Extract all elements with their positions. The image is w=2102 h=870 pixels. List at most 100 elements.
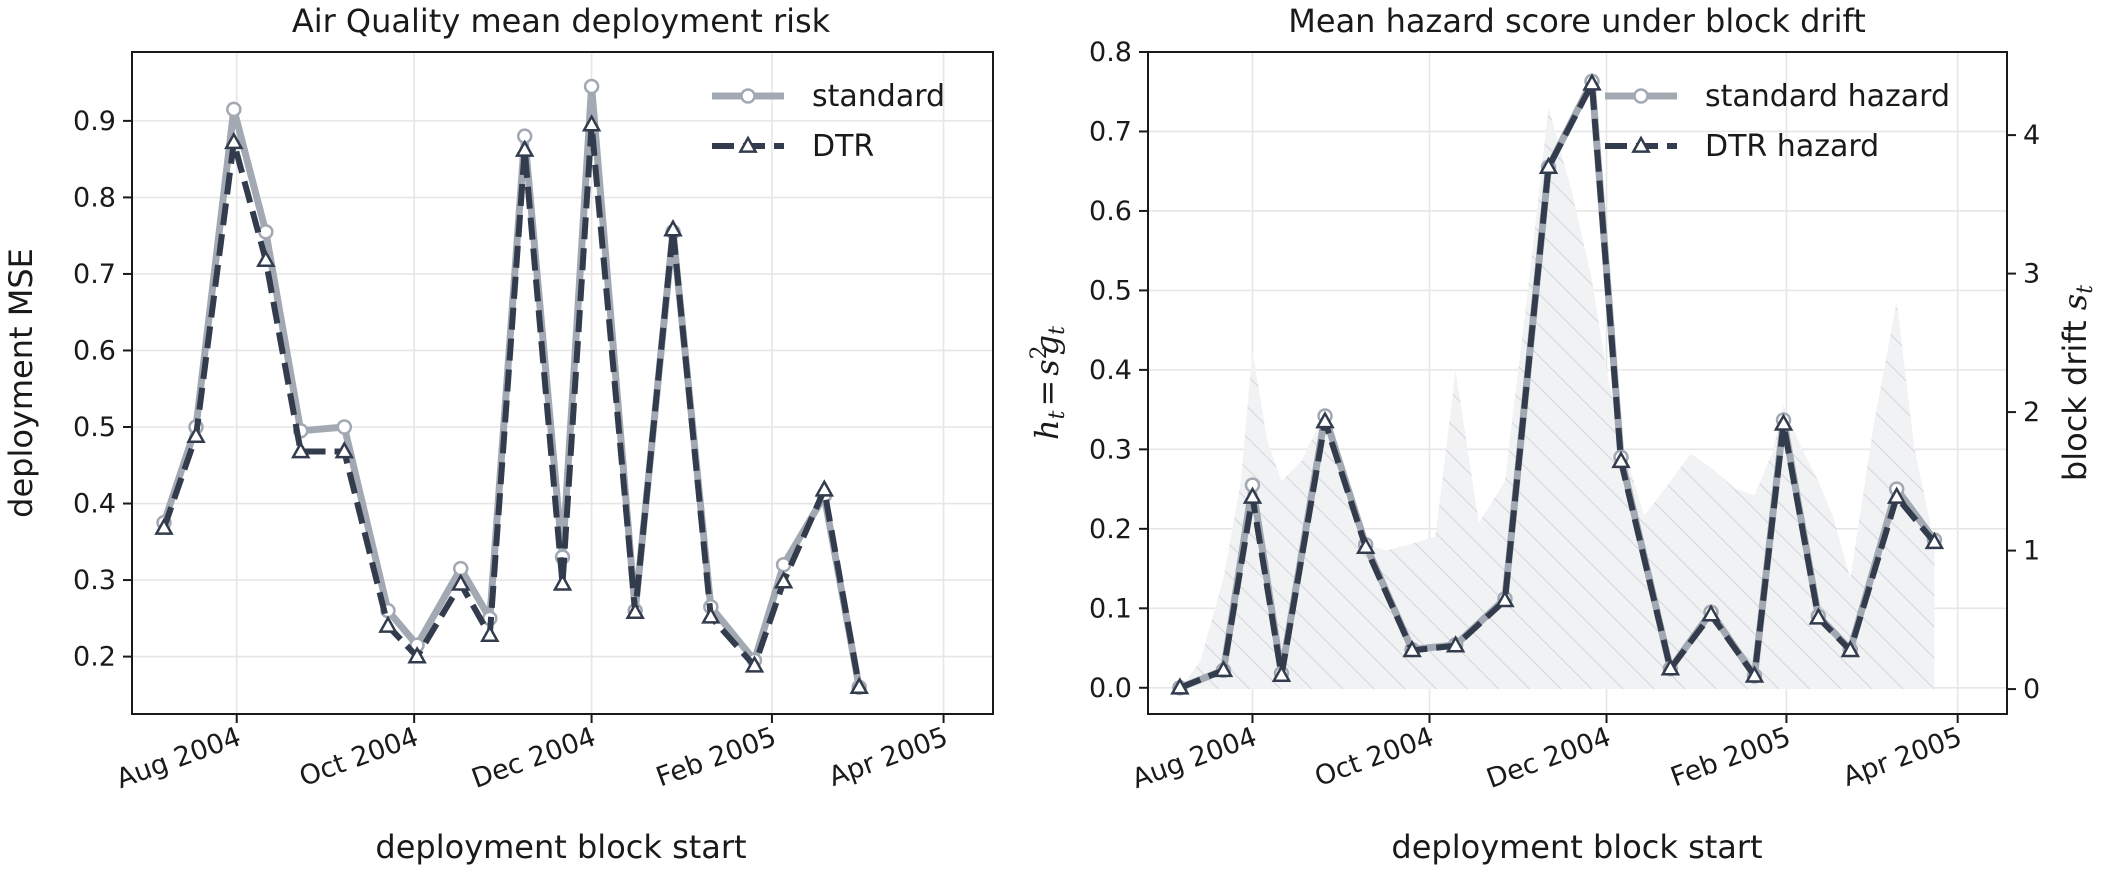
drift-area-fill — [1179, 107, 1935, 690]
data-point — [1840, 639, 1861, 658]
series-line-1 — [1178, 80, 1937, 691]
right-chart-y-axis-label: ht=s2gt — [1027, 326, 1070, 440]
left-chart-y-tick-label: 0.9 — [73, 106, 116, 137]
y-label-g-sub: t — [1045, 326, 1070, 335]
data-point — [1242, 486, 1263, 504]
data-point — [450, 573, 471, 591]
data-point — [186, 425, 206, 444]
right-chart-y-tick-label: 0.8 — [1089, 37, 1132, 68]
legend-label: standard — [812, 79, 945, 114]
data-point — [1495, 589, 1515, 608]
y-label-s-sup: 2 — [1027, 345, 1052, 359]
left-chart-x-tick-label: Feb 2005 — [652, 721, 780, 793]
series-line-1 — [161, 121, 863, 688]
y-label-s: s — [1028, 359, 1066, 375]
right-chart-y-tick-label: 0.0 — [1089, 673, 1132, 704]
right-chart-y2-tick-label: 4 — [2023, 120, 2040, 151]
data-point — [1611, 450, 1631, 469]
data-point — [1660, 658, 1681, 676]
left-chart-y-ticks: 0.2 0.3 0.4 0.5 0.6 0.7 0.8 0.9 — [73, 106, 132, 673]
data-point — [581, 114, 602, 132]
y-label-h-sub: t — [1045, 410, 1070, 419]
left-chart-plot-area — [154, 78, 869, 695]
right-chart-y-tick-label: 0.7 — [1089, 116, 1132, 147]
data-point — [775, 557, 792, 573]
left-chart-y-tick-label: 0.7 — [73, 259, 116, 290]
data-point — [1402, 639, 1422, 658]
right-chart-title: Mean hazard score under block drift — [1288, 2, 1865, 40]
left-chart-frame — [131, 51, 994, 715]
right-chart-y-tick-label: 0.5 — [1089, 275, 1132, 306]
y-label-eq: = — [1028, 380, 1066, 407]
data-point — [407, 646, 427, 664]
left-chart-x-tick-label: Dec 2004 — [468, 721, 600, 794]
left-chart-x-ticks: Aug 2004 Oct 2004 Dec 2004 Feb 2005 Apr 2005 — [112, 714, 952, 795]
data-point — [849, 676, 869, 695]
right-chart-legend: standard hazard DTR hazard — [1605, 79, 1950, 164]
right-chart-plot-area — [1170, 73, 1945, 696]
data-point — [701, 606, 721, 624]
left-chart-x-tick-label: Oct 2004 — [295, 721, 422, 793]
legend-label: DTR — [812, 129, 874, 164]
right-chart-x-tick-label: Aug 2004 — [1128, 721, 1261, 795]
data-point — [480, 624, 500, 643]
left-chart-y-tick-label: 0.3 — [73, 565, 116, 596]
data-point — [1744, 665, 1765, 683]
legend-swatch-marker — [1631, 135, 1651, 153]
left-chart-y-tick-label: 0.5 — [73, 412, 116, 443]
left-chart-x-axis-label: deployment block start — [375, 828, 746, 866]
data-point — [256, 249, 276, 268]
right-chart-y2-tick-label: 1 — [2023, 536, 2040, 567]
data-point — [1213, 659, 1234, 678]
data-point — [1582, 73, 1602, 91]
left-chart: Air Quality mean deployment risk 0.2 0.3 0… — [2, 2, 994, 866]
legend-swatch-marker — [738, 135, 758, 153]
right-chart-x-ticks: Aug 2004 Oct 2004 Dec 2004 Feb 2005 Apr 2005 — [1128, 714, 1966, 795]
right-chart-y2-tick-label: 2 — [2023, 397, 2040, 428]
right-chart-y-tick-label: 0.2 — [1089, 514, 1132, 545]
legend-swatch-marker — [1633, 88, 1649, 104]
left-chart-x-tick-label: Apr 2005 — [825, 721, 952, 793]
y-label-h: h — [1028, 419, 1066, 440]
data-point — [663, 219, 683, 237]
right-chart-x-axis-label: deployment block start — [1391, 828, 1762, 866]
data-point — [1924, 531, 1945, 550]
data-point — [1445, 635, 1466, 653]
right-chart-x-tick-label: Dec 2004 — [1483, 721, 1615, 794]
left-chart-y-tick-label: 0.2 — [73, 642, 116, 673]
right-chart-y2-axis-label: block drift st — [2056, 285, 2098, 481]
data-point — [334, 440, 355, 459]
right-chart-y-ticks: 0.0 0.1 0.2 0.3 0.4 0.5 0.6 0.7 0.8 — [1089, 37, 1148, 704]
right-chart-x-tick-label: Apr 2005 — [1839, 721, 1966, 793]
y2-label-sub: t — [2073, 285, 2098, 294]
legend-label: standard hazard — [1705, 79, 1950, 114]
data-point — [583, 78, 600, 95]
left-chart-y-axis-label: deployment MSE — [2, 248, 40, 518]
data-point — [552, 573, 573, 591]
data-point — [1773, 413, 1794, 431]
right-chart-y-tick-label: 0.4 — [1089, 355, 1132, 386]
right-chart-y-tick-label: 0.3 — [1089, 434, 1132, 465]
right-chart-y2-tick-label: 3 — [2023, 259, 2040, 290]
data-point — [224, 131, 244, 150]
data-point — [258, 224, 274, 240]
data-point — [1355, 536, 1376, 554]
legend-label: DTR hazard — [1705, 129, 1879, 164]
data-point — [625, 601, 645, 620]
data-point — [773, 571, 794, 589]
right-chart-y-tick-label: 0.6 — [1089, 196, 1132, 227]
data-point — [514, 139, 535, 157]
data-point — [154, 517, 174, 535]
y2-label-s: s — [2056, 294, 2094, 310]
right-chart-x-tick-label: Feb 2005 — [1667, 721, 1795, 793]
left-chart-x-tick-label: Aug 2004 — [112, 721, 245, 795]
series-line-0 — [160, 82, 863, 688]
right-chart: Mean hazard score under block drift 0.0 0… — [1027, 2, 2098, 866]
data-point — [452, 560, 469, 577]
left-chart-title: Air Quality mean deployment risk — [292, 2, 831, 40]
data-point — [1538, 156, 1559, 175]
left-chart-y-tick-label: 0.6 — [73, 335, 116, 366]
legend-swatch-marker — [740, 88, 756, 104]
data-point — [1170, 677, 1190, 695]
